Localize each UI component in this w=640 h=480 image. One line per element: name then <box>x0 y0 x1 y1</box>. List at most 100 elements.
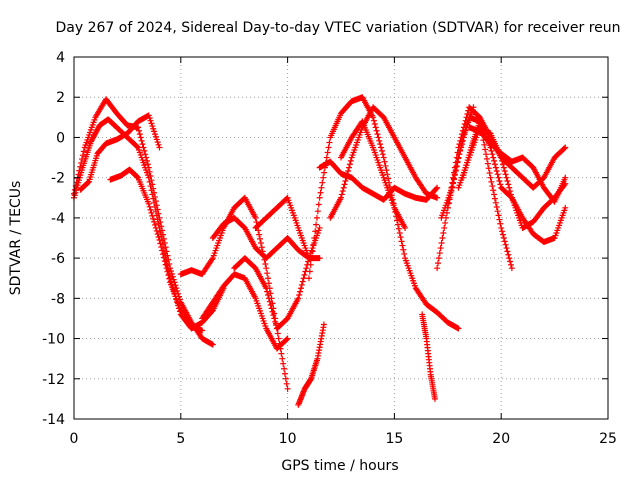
data-point <box>148 187 155 194</box>
data-point <box>146 168 153 175</box>
data-point <box>142 151 149 158</box>
data-point <box>494 171 501 178</box>
data-point <box>507 261 514 268</box>
data-point <box>263 265 270 272</box>
data-point <box>505 251 512 258</box>
data-point <box>271 315 278 322</box>
data-point <box>441 224 448 231</box>
data-point <box>262 260 269 267</box>
data-point <box>382 162 389 169</box>
data-point <box>301 271 308 278</box>
data-point <box>312 228 319 235</box>
data-point <box>316 255 323 262</box>
data-point <box>161 258 168 265</box>
x-tick-label: 5 <box>176 431 185 447</box>
data-point <box>154 216 161 223</box>
data-point <box>153 136 160 143</box>
data-point <box>152 224 159 231</box>
data-point <box>386 183 393 190</box>
data-point <box>152 133 159 140</box>
data-point <box>402 224 409 231</box>
data-point <box>457 142 464 149</box>
data-point <box>299 278 306 285</box>
data-point <box>372 124 379 131</box>
data-point <box>199 327 206 334</box>
x-axis-ticks: 0 5 10 15 20 25 <box>70 57 617 447</box>
data-point <box>138 137 145 144</box>
data-point <box>496 178 503 185</box>
data-point <box>488 178 495 185</box>
data-point <box>136 131 143 138</box>
data-point <box>399 242 406 249</box>
data-point <box>385 175 392 182</box>
data-point <box>562 174 569 181</box>
data-point <box>257 240 264 247</box>
data-point <box>152 208 159 215</box>
data-point <box>266 298 273 305</box>
data-point <box>275 335 282 342</box>
data-point <box>506 255 513 262</box>
data-point <box>455 325 462 332</box>
y-axis-label: SDTVAR / TECUs <box>8 181 24 296</box>
data-point <box>438 240 445 247</box>
data-point <box>283 380 290 387</box>
data-point <box>376 137 383 144</box>
data-point <box>478 127 485 134</box>
data-point <box>370 117 377 124</box>
data-point <box>281 365 288 372</box>
data-point <box>435 255 442 262</box>
data-point <box>379 151 386 158</box>
data-point <box>499 161 506 168</box>
data-point <box>492 199 499 206</box>
data-point <box>149 212 156 219</box>
data-point <box>343 174 350 181</box>
data-point <box>209 341 216 348</box>
data-point <box>491 195 498 202</box>
data-point <box>434 184 441 191</box>
data-point <box>497 181 504 188</box>
data-point <box>498 224 505 231</box>
data-point <box>507 258 514 265</box>
x-tick-label: 10 <box>279 431 297 447</box>
y-tick-label: -10 <box>42 332 65 348</box>
data-point <box>146 203 153 210</box>
data-point <box>562 144 569 151</box>
data-point <box>344 171 351 178</box>
series-track-14 <box>338 118 409 231</box>
data-point <box>263 285 270 292</box>
data-point <box>140 144 147 151</box>
data-point <box>383 167 390 174</box>
y-tick-label: -2 <box>51 171 65 187</box>
data-point <box>458 138 465 145</box>
data-point <box>439 235 446 241</box>
data-point <box>321 169 328 176</box>
data-point <box>284 385 291 392</box>
data-point <box>505 181 512 188</box>
data-point <box>380 154 387 161</box>
data-point <box>491 191 498 198</box>
data-point <box>150 195 157 202</box>
data-point <box>490 187 497 194</box>
data-point <box>485 165 492 172</box>
data-point <box>151 218 158 225</box>
data-point <box>507 191 514 198</box>
data-point <box>440 229 447 236</box>
data-point <box>307 261 314 268</box>
data-point <box>281 370 288 377</box>
data-point <box>506 184 513 191</box>
data-point <box>433 185 440 192</box>
data-point <box>310 241 317 248</box>
y-tick-label: -6 <box>51 251 65 267</box>
data-point <box>137 134 144 141</box>
data-point <box>308 255 315 262</box>
data-point <box>451 172 458 179</box>
data-point <box>431 395 438 402</box>
series-track-21 <box>438 104 477 221</box>
data-point <box>325 144 332 151</box>
data-point <box>508 265 515 272</box>
data-point <box>501 238 508 245</box>
data-point <box>145 112 152 119</box>
data-point <box>483 155 490 162</box>
data-point <box>373 127 380 134</box>
data-point <box>298 281 305 288</box>
